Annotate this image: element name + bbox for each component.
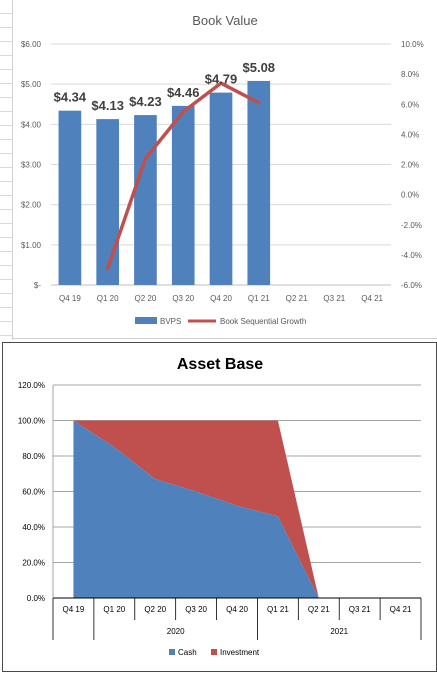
group-label: 2020 [167, 627, 185, 636]
asset-base-svg: Asset Base 0.0% 20.0% 40.0% 60.0% 80.0% 100.0… [18, 356, 422, 657]
bar-bvps [134, 115, 157, 285]
y-left-tick-label: $2.00 [21, 201, 42, 210]
y-right-tick-label: 0.0% [401, 191, 419, 200]
y-left-tick-label: $- [34, 281, 41, 290]
group-label: 2021 [330, 627, 348, 636]
legend-swatch-cash [169, 649, 175, 655]
x-tick-label: Q1 20 [103, 605, 125, 614]
y-tick-label: 20.0% [22, 559, 45, 568]
x-tick-label: Q2 20 [135, 294, 157, 303]
data-label: $4.79 [205, 72, 238, 87]
book-value-chart[interactable]: Book Value $- $1.00 $2.00 $3.00 $4.00 $5.00 $6… [12, 0, 437, 339]
y-left-tick-label: $1.00 [21, 241, 42, 250]
x-tick-label: Q3 20 [185, 605, 207, 614]
bar-bvps [96, 119, 119, 285]
y-tick-label: 40.0% [22, 523, 45, 532]
x-tick-label: Q4 19 [63, 605, 85, 614]
y-left-tick-label: $5.00 [21, 80, 42, 89]
chart-title: Book Value [192, 13, 258, 28]
x-tick-label: Q3 21 [349, 605, 371, 614]
y-right-tick-label: 2.0% [401, 161, 419, 170]
data-label: $4.23 [129, 94, 162, 109]
x-tick-label: Q4 19 [59, 294, 81, 303]
y-tick-label: 100.0% [18, 417, 45, 426]
legend-label-bvps: BVPS [160, 317, 181, 326]
area-investment [73, 420, 319, 598]
line-book-sequential-growth [105, 81, 261, 271]
data-label: $4.46 [167, 85, 200, 100]
legend-swatch-investment [211, 649, 217, 655]
x-tick-label: Q2 21 [286, 294, 308, 303]
bar-bvps [171, 105, 195, 286]
data-label: $4.34 [54, 90, 87, 105]
y-right-tick-label: 10.0% [401, 40, 424, 49]
bar-bvps [58, 110, 82, 285]
x-tick-label: Q3 20 [172, 294, 194, 303]
bar-bvps [247, 80, 271, 285]
y-tick-label: 120.0% [18, 381, 45, 390]
area-cash [73, 420, 319, 598]
y-right-tick-label: -4.0% [401, 251, 422, 260]
x-tick-label: Q1 20 [97, 294, 119, 303]
y-right-tick-label: -6.0% [401, 281, 422, 290]
x-tick-label: Q1 21 [248, 294, 270, 303]
legend-label-investment: Investment [220, 648, 260, 657]
y-left-tick-label: $4.00 [21, 120, 42, 129]
legend-swatch-bvps [135, 317, 157, 324]
y-right-tick-label: 8.0% [401, 70, 419, 79]
asset-base-chart[interactable]: Asset Base 0.0% 20.0% 40.0% 60.0% 80.0% 100.0… [2, 342, 437, 672]
legend-label-cash: Cash [178, 648, 197, 657]
x-tick-label: Q4 20 [210, 294, 232, 303]
bar-bvps [209, 92, 233, 285]
y-left-tick-label: $3.00 [21, 161, 42, 170]
x-tick-label: Q2 20 [144, 605, 166, 614]
x-tick-label: Q1 21 [267, 605, 289, 614]
y-left-tick-label: $6.00 [21, 40, 42, 49]
x-tick-label: Q3 21 [323, 294, 345, 303]
y-right-tick-label: 4.0% [401, 130, 419, 139]
chart-title: Asset Base [177, 356, 263, 373]
data-label: $4.13 [91, 98, 124, 113]
x-tick-label: Q4 21 [361, 294, 383, 303]
x-tick-label: Q4 21 [390, 605, 412, 614]
y-tick-label: 0.0% [27, 594, 45, 603]
x-tick-label: Q4 20 [226, 605, 248, 614]
y-right-tick-label: -2.0% [401, 221, 422, 230]
x-tick-label: Q2 21 [308, 605, 330, 614]
data-label: $5.08 [243, 60, 276, 75]
legend-label-growth: Book Sequential Growth [220, 317, 306, 326]
book-value-svg: Book Value $- $1.00 $2.00 $3.00 $4.00 $5.00 $6… [21, 13, 424, 326]
y-tick-label: 60.0% [22, 488, 45, 497]
y-right-tick-label: 6.0% [401, 100, 419, 109]
y-tick-label: 80.0% [22, 452, 45, 461]
